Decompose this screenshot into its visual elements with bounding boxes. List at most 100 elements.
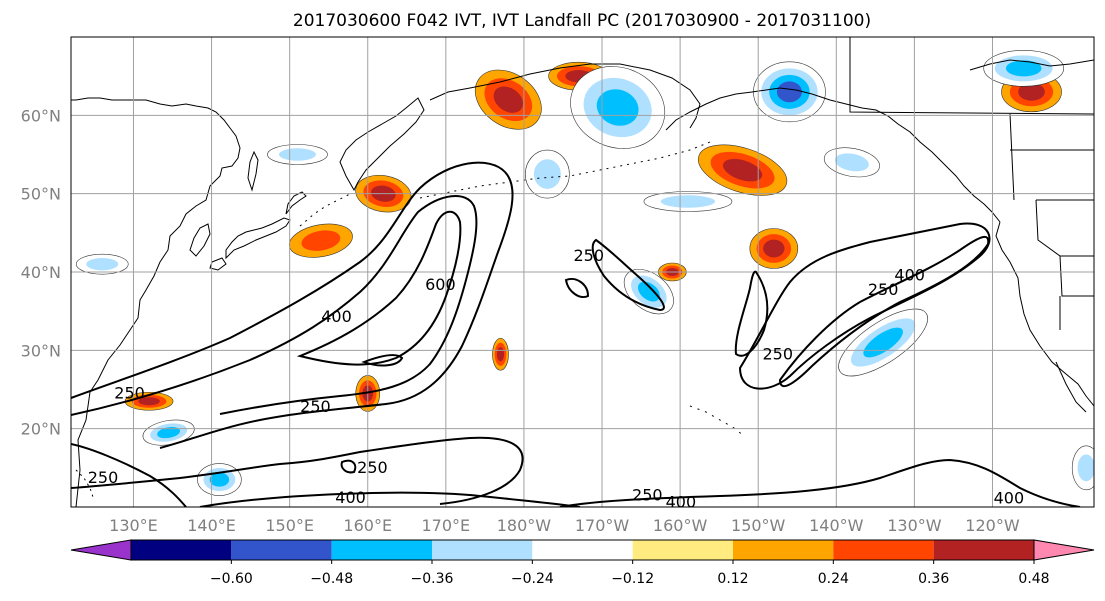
colorbar-tick-label: −0.48 — [310, 571, 353, 587]
y-tick-label: 50°N — [21, 185, 61, 204]
pc-fill-level — [763, 239, 785, 258]
latitude-ticks: 20°N 30°N 40°N 50°N 60°N — [21, 106, 61, 438]
pc-fill-level — [157, 426, 181, 439]
coastline-alaska — [665, 87, 1001, 223]
y-tick-label: 40°N — [21, 263, 61, 282]
pc-fill-level — [834, 153, 869, 172]
colorbar: −0.60 −0.48 −0.36 −0.24 −0.12 0.12 0.24 0.36 0.4… — [70, 539, 1095, 587]
colorbar-extend-min — [70, 539, 132, 561]
x-tick-label: 180°W — [497, 516, 552, 535]
pc-shading — [75, 50, 1094, 496]
contour-label: 250 — [762, 344, 793, 363]
pc-fill-level — [1077, 454, 1094, 482]
contour-label: 250 — [114, 384, 145, 403]
coastline-asia — [71, 97, 241, 507]
colorbar-segment — [432, 540, 533, 560]
pc-fill-level — [1005, 60, 1042, 77]
colorbar-segment — [733, 540, 834, 560]
y-tick-label: 60°N — [21, 106, 61, 125]
coastline-kamchatka — [339, 97, 425, 192]
contour-label: 600 — [425, 275, 456, 294]
colorbar-segment — [532, 540, 633, 560]
pc-feature — [643, 191, 733, 212]
pc-fill-level — [209, 472, 230, 487]
contour-label: 250 — [300, 397, 331, 416]
map-frame — [70, 36, 1095, 508]
x-tick-label: 130°E — [109, 516, 158, 535]
pc-feature — [570, 66, 666, 149]
ivt-contour-250-east — [738, 222, 991, 390]
contour-label: 400 — [994, 489, 1025, 508]
colorbar-tick-label: −0.12 — [611, 571, 654, 587]
ivt-contours — [71, 161, 1081, 507]
colorbar-tick-label: −0.36 — [411, 571, 454, 587]
coastline-japan-honshu — [225, 217, 291, 260]
y-tick-label: 30°N — [21, 341, 61, 360]
x-tick-label: 140°W — [809, 516, 864, 535]
pc-feature — [288, 223, 353, 258]
x-tick-label: 170°W — [575, 516, 630, 535]
pc-fill-level — [138, 397, 160, 406]
x-tick-label: 170°E — [422, 516, 471, 535]
contour-label: 250 — [357, 458, 388, 477]
ivt-contour-400-east — [778, 235, 990, 387]
pc-feature — [75, 253, 129, 275]
pc-fill-level — [722, 158, 763, 182]
graticule — [71, 37, 1094, 507]
colorbar-segment — [231, 540, 332, 560]
colorbar-segment — [933, 540, 1034, 560]
pc-fill-level — [1018, 82, 1045, 101]
contour-label: 250 — [868, 280, 899, 299]
contour-label: 250 — [632, 485, 663, 504]
border-canada-provinces — [1009, 113, 1094, 201]
x-tick-label: 160°E — [343, 516, 392, 535]
x-tick-label: 120°W — [965, 516, 1020, 535]
coastline-korea — [189, 223, 211, 257]
coastline-japan-south — [209, 257, 227, 271]
chart-title: 2017030600 F042 IVT, IVT Landfall PC (20… — [293, 11, 871, 31]
contour-label: 400 — [335, 488, 366, 507]
colorbar-tick-label: 0.24 — [818, 571, 849, 587]
pc-feature — [823, 147, 880, 178]
coastline-north-america — [995, 221, 1094, 407]
pc-feature — [753, 61, 826, 123]
ivt-contour-small-2 — [340, 459, 357, 474]
ivt-contour-250-sw — [71, 443, 187, 507]
x-tick-label: 130°W — [887, 516, 942, 535]
pc-fill-level — [86, 257, 119, 271]
x-tick-label: 140°E — [187, 516, 236, 535]
colorbar-tick-label: 0.36 — [918, 571, 949, 587]
longitude-ticks: 130°E 140°E 150°E 160°E 170°E 180°W 170°W 160°W… — [109, 516, 1020, 535]
pc-fill-level — [596, 89, 639, 126]
ivt-contour-250-east-tail — [559, 458, 1081, 507]
ivt-contour-250-central — [591, 238, 665, 312]
pc-fill-level — [533, 159, 561, 189]
coastline-baja — [1055, 361, 1087, 413]
pc-feature — [492, 337, 509, 371]
ivt-contour-250 — [71, 161, 514, 449]
pc-feature — [749, 228, 799, 269]
x-tick-label: 160°W — [653, 516, 708, 535]
pc-feature — [1071, 445, 1094, 491]
pc-fill-level — [660, 195, 716, 208]
pc-fill-level — [493, 86, 524, 113]
pc-feature — [267, 144, 328, 165]
contour-label: 250 — [573, 246, 604, 265]
ivt-contour-small-1 — [564, 278, 590, 298]
pc-fill-level — [637, 281, 660, 302]
pc-feature — [197, 463, 242, 496]
coastlines — [71, 37, 1094, 507]
colorbar-tick-label: 0.12 — [717, 571, 748, 587]
border-alaska-canada — [849, 37, 1094, 115]
pc-feature — [525, 149, 570, 199]
contour-label: 400 — [666, 493, 697, 512]
ivt-contour-250-east-west — [734, 270, 769, 357]
pc-fill-level — [776, 81, 802, 103]
colorbar-tick-label: 0.48 — [1018, 571, 1049, 587]
contour-label: 400 — [894, 265, 925, 284]
pc-feature — [983, 50, 1065, 87]
colorbar-segment — [131, 540, 232, 560]
pc-feature — [474, 69, 542, 130]
